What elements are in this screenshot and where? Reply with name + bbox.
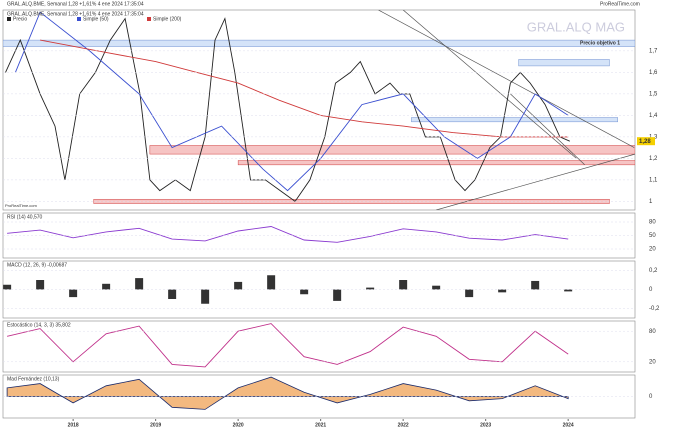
trend-line bbox=[402, 10, 577, 159]
x-tick-label: 2018 bbox=[68, 422, 79, 428]
y-tick-label: 80 bbox=[649, 220, 656, 226]
series-line bbox=[7, 226, 569, 243]
series-line bbox=[40, 39, 569, 138]
trend-line bbox=[436, 153, 635, 210]
y-tick-label: 50 bbox=[649, 233, 656, 239]
x-tick-label: 2020 bbox=[233, 422, 244, 428]
plot bbox=[3, 275, 573, 304]
bar bbox=[3, 284, 12, 290]
y-tick-label: 1,2 bbox=[649, 156, 658, 162]
bar bbox=[36, 280, 45, 290]
price-tag-label: 1,28 bbox=[639, 139, 651, 145]
zone bbox=[237, 160, 635, 166]
bar bbox=[399, 280, 408, 290]
bar bbox=[168, 289, 177, 299]
x-tick-label: 2024 bbox=[563, 422, 574, 428]
bar bbox=[234, 281, 243, 290]
zone bbox=[3, 39, 635, 47]
legend-swatch bbox=[7, 17, 11, 21]
bar bbox=[432, 285, 441, 290]
zone-label: Precio objetivo 1 bbox=[580, 41, 620, 47]
y-tick-label: 1,4 bbox=[649, 113, 658, 119]
panel-title: RSI (14) 40,570 bbox=[7, 214, 43, 220]
y-tick-label: 1 bbox=[649, 199, 653, 205]
trend-line bbox=[378, 10, 635, 148]
y-tick-label: 20 bbox=[649, 359, 656, 365]
source: ProRealTime.com bbox=[600, 1, 640, 7]
header: GRAL.ALQ.BME, Semanal 1,28 +1,61% 4 ene … bbox=[7, 1, 144, 7]
x-tick-label: 2023 bbox=[480, 422, 491, 428]
panel-title: Mad Fernández (10,13) bbox=[7, 376, 60, 382]
bar bbox=[465, 289, 474, 298]
source: ProRealTime.com bbox=[5, 203, 38, 208]
panel-frame bbox=[2, 9, 636, 211]
panel-frame bbox=[2, 320, 636, 373]
y-tick-label: 1,5 bbox=[649, 91, 658, 97]
legend-swatch bbox=[147, 17, 151, 21]
bar bbox=[267, 275, 276, 290]
plot bbox=[7, 226, 569, 243]
series-area bbox=[6, 376, 569, 410]
x-tick-label: 2021 bbox=[315, 422, 326, 428]
trend-line bbox=[510, 93, 585, 166]
legend-label: Simple (200) bbox=[153, 16, 182, 22]
bar bbox=[531, 280, 540, 290]
plot bbox=[6, 323, 569, 368]
bar bbox=[102, 283, 111, 290]
panel-title: Estocástico (14, 3, 3) 35,802 bbox=[7, 322, 71, 328]
y-tick-label: 0 bbox=[649, 287, 653, 293]
legend-label: Precio bbox=[13, 16, 27, 22]
legend-label: Simple (50) bbox=[83, 16, 109, 22]
bar bbox=[135, 278, 144, 290]
y-tick-label: 1,7 bbox=[649, 48, 658, 54]
y-tick-label: 1,6 bbox=[649, 70, 658, 76]
bar bbox=[498, 289, 507, 293]
series-line bbox=[14, 11, 569, 192]
bar bbox=[333, 289, 342, 301]
zone bbox=[411, 117, 618, 123]
price-tag bbox=[637, 137, 655, 146]
zone bbox=[149, 145, 635, 155]
series-line bbox=[6, 323, 569, 368]
panel-title: MACD (12, 26, 9) -0,00687 bbox=[7, 262, 67, 268]
plot bbox=[6, 376, 569, 410]
bar bbox=[69, 289, 78, 298]
y-tick-label: 0,2 bbox=[649, 268, 658, 274]
legend-swatch bbox=[77, 17, 81, 21]
y-tick-label: 1,1 bbox=[649, 177, 658, 183]
x-tick-label: 2019 bbox=[150, 422, 161, 428]
y-tick-label: -0,2 bbox=[649, 306, 660, 312]
y-tick-label: 80 bbox=[649, 329, 656, 335]
panel-title: GRAL.ALQ.BME, Semanal 1,28 +1,61% 4 ene … bbox=[7, 11, 144, 17]
bar bbox=[300, 289, 309, 295]
bar bbox=[564, 289, 573, 292]
x-tick-label: 2022 bbox=[398, 422, 409, 428]
series-line bbox=[5, 17, 570, 203]
watermark: GRAL.ALQ MAG bbox=[527, 19, 625, 34]
zone bbox=[518, 59, 610, 67]
bar bbox=[366, 287, 375, 290]
y-tick-label: 0 bbox=[649, 394, 653, 400]
y-tick-label: 20 bbox=[649, 247, 656, 253]
bar bbox=[201, 289, 210, 304]
